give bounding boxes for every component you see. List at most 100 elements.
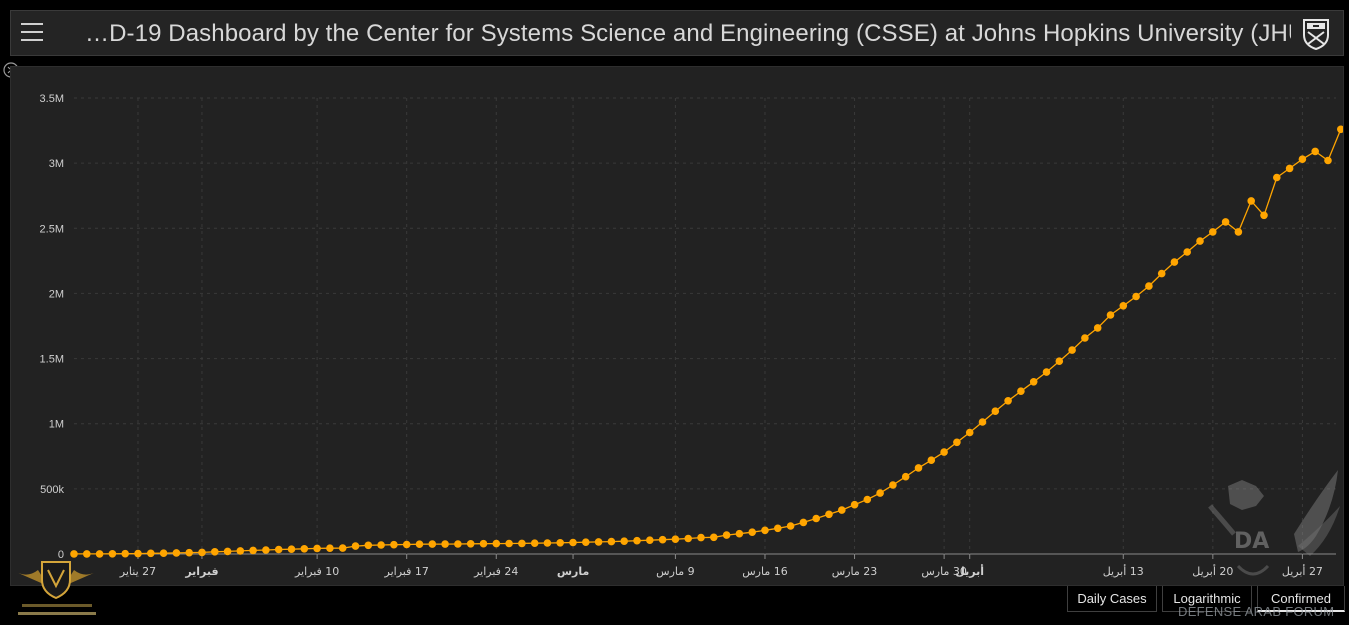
y-tick-label: 1M <box>49 419 64 431</box>
x-tick-label: 20 أبريل <box>1192 564 1233 578</box>
data-point <box>594 538 603 546</box>
data-point <box>991 407 1000 416</box>
data-point <box>1055 357 1064 366</box>
data-point <box>876 489 884 497</box>
data-point <box>1093 324 1102 332</box>
data-point <box>1285 164 1294 173</box>
data-point <box>1196 237 1204 245</box>
data-point <box>198 548 206 557</box>
data-point <box>786 522 795 530</box>
data-point <box>658 535 667 544</box>
eagle-logo-icon: DA <box>1208 470 1340 576</box>
data-point <box>838 506 846 514</box>
y-tick-label: 3.5M <box>40 93 64 105</box>
x-tick-label: 30 مارس <box>921 565 966 578</box>
data-point <box>1170 258 1179 266</box>
data-point <box>505 539 513 548</box>
data-point <box>185 548 193 557</box>
y-tick-label: 2M <box>49 288 64 300</box>
data-point <box>1029 378 1038 386</box>
data-point <box>1337 125 1343 134</box>
data-point <box>722 531 731 539</box>
data-point <box>121 549 129 558</box>
x-tick-label: 24 فبراير <box>473 565 518 578</box>
data-point <box>390 540 398 549</box>
tab-confirmed[interactable]: Confirmed <box>1257 586 1345 612</box>
data-point <box>646 536 654 544</box>
data-point <box>479 539 488 548</box>
data-point <box>70 550 78 558</box>
data-point <box>1068 346 1076 354</box>
x-tick-label: 10 فبراير <box>294 565 339 578</box>
data-point <box>518 539 526 548</box>
data-point <box>774 524 782 533</box>
data-point <box>1247 197 1255 205</box>
data-point <box>351 542 360 550</box>
data-point <box>274 545 283 554</box>
x-tick-label: 27 يناير <box>119 565 156 578</box>
watermark-text: DEFENSE ARAB FORUM <box>1178 604 1335 619</box>
data-point <box>223 547 232 556</box>
tab-logarithmic[interactable]: Logarithmic <box>1162 586 1252 612</box>
x-tick-label: مارس <box>557 565 589 578</box>
data-point <box>901 472 910 481</box>
data-point <box>441 540 449 548</box>
data-point <box>761 526 769 535</box>
data-point <box>633 536 641 545</box>
data-point <box>159 549 168 557</box>
data-point <box>1234 228 1243 236</box>
menu-icon[interactable] <box>21 23 43 43</box>
data-point <box>1119 302 1128 310</box>
data-point <box>466 540 475 548</box>
dashboard-header: …D-19 Dashboard by the Center for System… <box>10 10 1344 56</box>
data-point <box>889 481 897 489</box>
data-point <box>863 495 872 504</box>
data-point <box>313 544 321 553</box>
data-point <box>825 510 833 519</box>
data-point <box>607 537 616 546</box>
data-point <box>978 418 987 426</box>
x-tick-label: 9 مارس <box>656 565 694 578</box>
data-point <box>799 518 808 527</box>
data-point <box>953 438 961 447</box>
data-point <box>415 540 424 548</box>
data-point <box>1221 218 1230 226</box>
x-tick-label: 17 فبراير <box>384 565 429 578</box>
data-point <box>338 544 347 552</box>
data-point <box>454 540 462 548</box>
data-point <box>428 540 437 548</box>
data-point <box>569 538 577 547</box>
chart-panel: 0 500k 1M 1.5M 2M 2.5M 3M 3.5M 27 يناير فبراير 10 … <box>10 66 1344 586</box>
data-point <box>262 546 270 554</box>
data-point <box>1106 311 1115 319</box>
tab-daily-cases[interactable]: Daily Cases <box>1067 586 1157 612</box>
data-point <box>543 539 552 547</box>
data-point <box>1017 387 1025 396</box>
page-title: …D-19 Dashboard by the Center for System… <box>85 20 1291 47</box>
data-point <box>95 550 104 558</box>
data-point <box>236 547 245 555</box>
data-point <box>402 540 411 549</box>
data-point <box>1157 269 1166 278</box>
data-point <box>556 539 564 547</box>
data-point <box>1209 228 1217 236</box>
data-point <box>83 550 91 558</box>
x-tick-label: أبريل <box>955 564 984 578</box>
y-tick-label: 1.5M <box>40 354 64 366</box>
data-point <box>300 545 309 553</box>
data-point <box>287 545 296 553</box>
data-point <box>249 546 257 555</box>
data-point <box>812 514 820 523</box>
data-point <box>377 541 385 549</box>
data-point <box>1145 282 1153 290</box>
data-point <box>1042 368 1051 376</box>
data-point <box>1311 147 1319 156</box>
forum-logo-watermark <box>16 561 96 615</box>
data-point <box>850 500 859 509</box>
data-point <box>748 528 756 536</box>
data-point <box>735 529 744 538</box>
data-point <box>108 550 117 558</box>
x-tick-label: 23 مارس <box>832 565 877 578</box>
x-tick-label: 16 مارس <box>742 565 787 578</box>
data-point <box>671 535 680 543</box>
